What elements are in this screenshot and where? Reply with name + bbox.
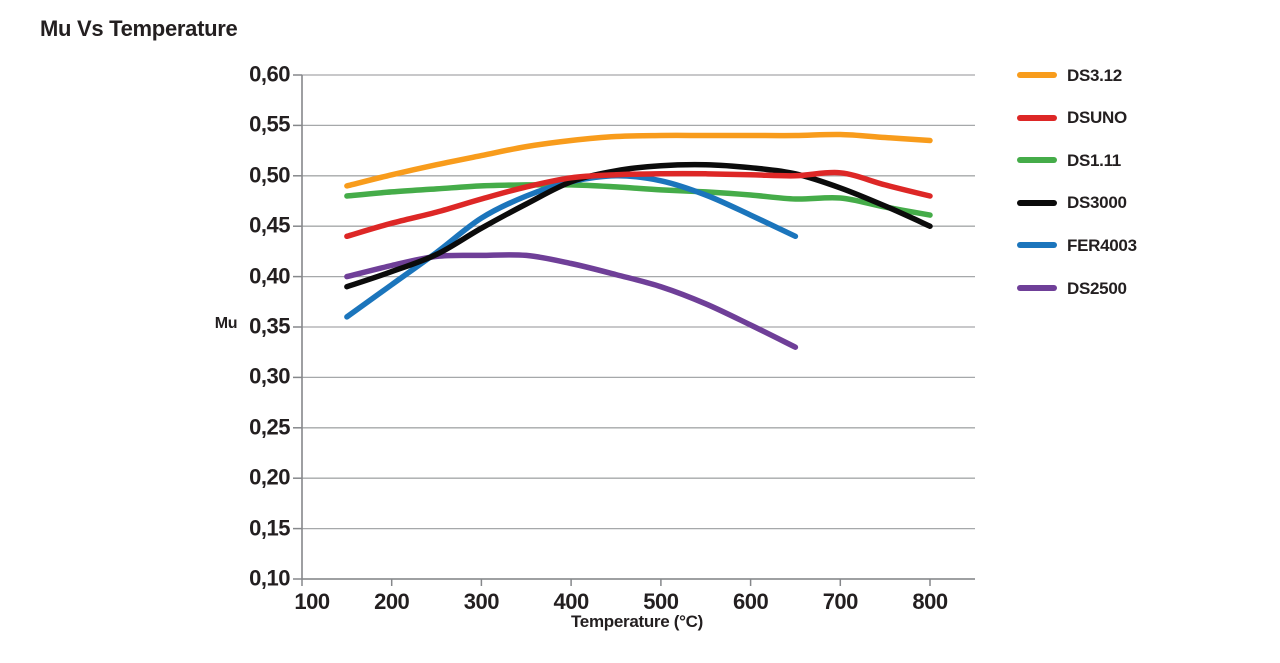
legend-item: DS3.12: [1017, 66, 1122, 84]
y-tick-label: 0,10: [249, 565, 290, 591]
legend-label: DS3000: [1067, 193, 1127, 213]
y-tick-label: 0,20: [249, 464, 290, 490]
y-tick-label: 0,35: [249, 313, 290, 339]
legend-label: DS2500: [1067, 278, 1127, 298]
legend-label: FER4003: [1067, 235, 1137, 255]
y-tick-label: 0,30: [249, 363, 290, 389]
legend-item: FER4003: [1017, 236, 1137, 254]
y-tick-label: 0,15: [249, 515, 290, 541]
x-tick-label: 800: [912, 589, 948, 614]
series-line-ds3000: [344, 161, 933, 290]
legend-item: DS2500: [1017, 279, 1127, 297]
legend-swatch: [1017, 285, 1057, 291]
legend-swatch: [1017, 72, 1057, 78]
chart-title: Mu Vs Temperature: [40, 16, 238, 41]
series-line-dsuno: [344, 169, 933, 240]
y-tick-label: 0,45: [249, 212, 290, 238]
legend-item: DS3000: [1017, 194, 1127, 212]
series-line-ds1-11: [344, 181, 933, 218]
y-tick-label: 0,40: [249, 263, 290, 289]
legend-item: DSUNO: [1017, 109, 1127, 127]
x-tick-label: 600: [732, 589, 769, 614]
legend-label: DS3.12: [1067, 65, 1122, 85]
legend-swatch: [1017, 114, 1057, 121]
legend-swatch: [1017, 242, 1057, 249]
x-tick-label: 700: [822, 589, 859, 614]
x-axis-title: Temperature (°C): [570, 612, 704, 631]
y-tick-label: 0,60: [249, 61, 290, 87]
y-axis-title: Mu: [214, 315, 238, 332]
x-tick-label: 100: [294, 589, 330, 614]
x-tick-label: 400: [553, 589, 589, 614]
legend-swatch: [1017, 157, 1057, 164]
legend-swatch: [1017, 199, 1057, 206]
legend-item: DS1.11: [1017, 151, 1121, 169]
x-tick-label: 300: [463, 589, 500, 614]
legend-label: DSUNO: [1067, 108, 1127, 128]
y-tick-label: 0,55: [249, 111, 290, 137]
series-line-ds3-12: [344, 131, 933, 189]
x-tick-label: 500: [643, 589, 679, 614]
legend-label: DS1.11: [1067, 150, 1121, 170]
series-line-fer4003: [344, 173, 799, 320]
x-tick-label: 200: [374, 589, 410, 614]
y-tick-label: 0,50: [249, 162, 290, 188]
y-tick-label: 0,25: [249, 414, 290, 440]
